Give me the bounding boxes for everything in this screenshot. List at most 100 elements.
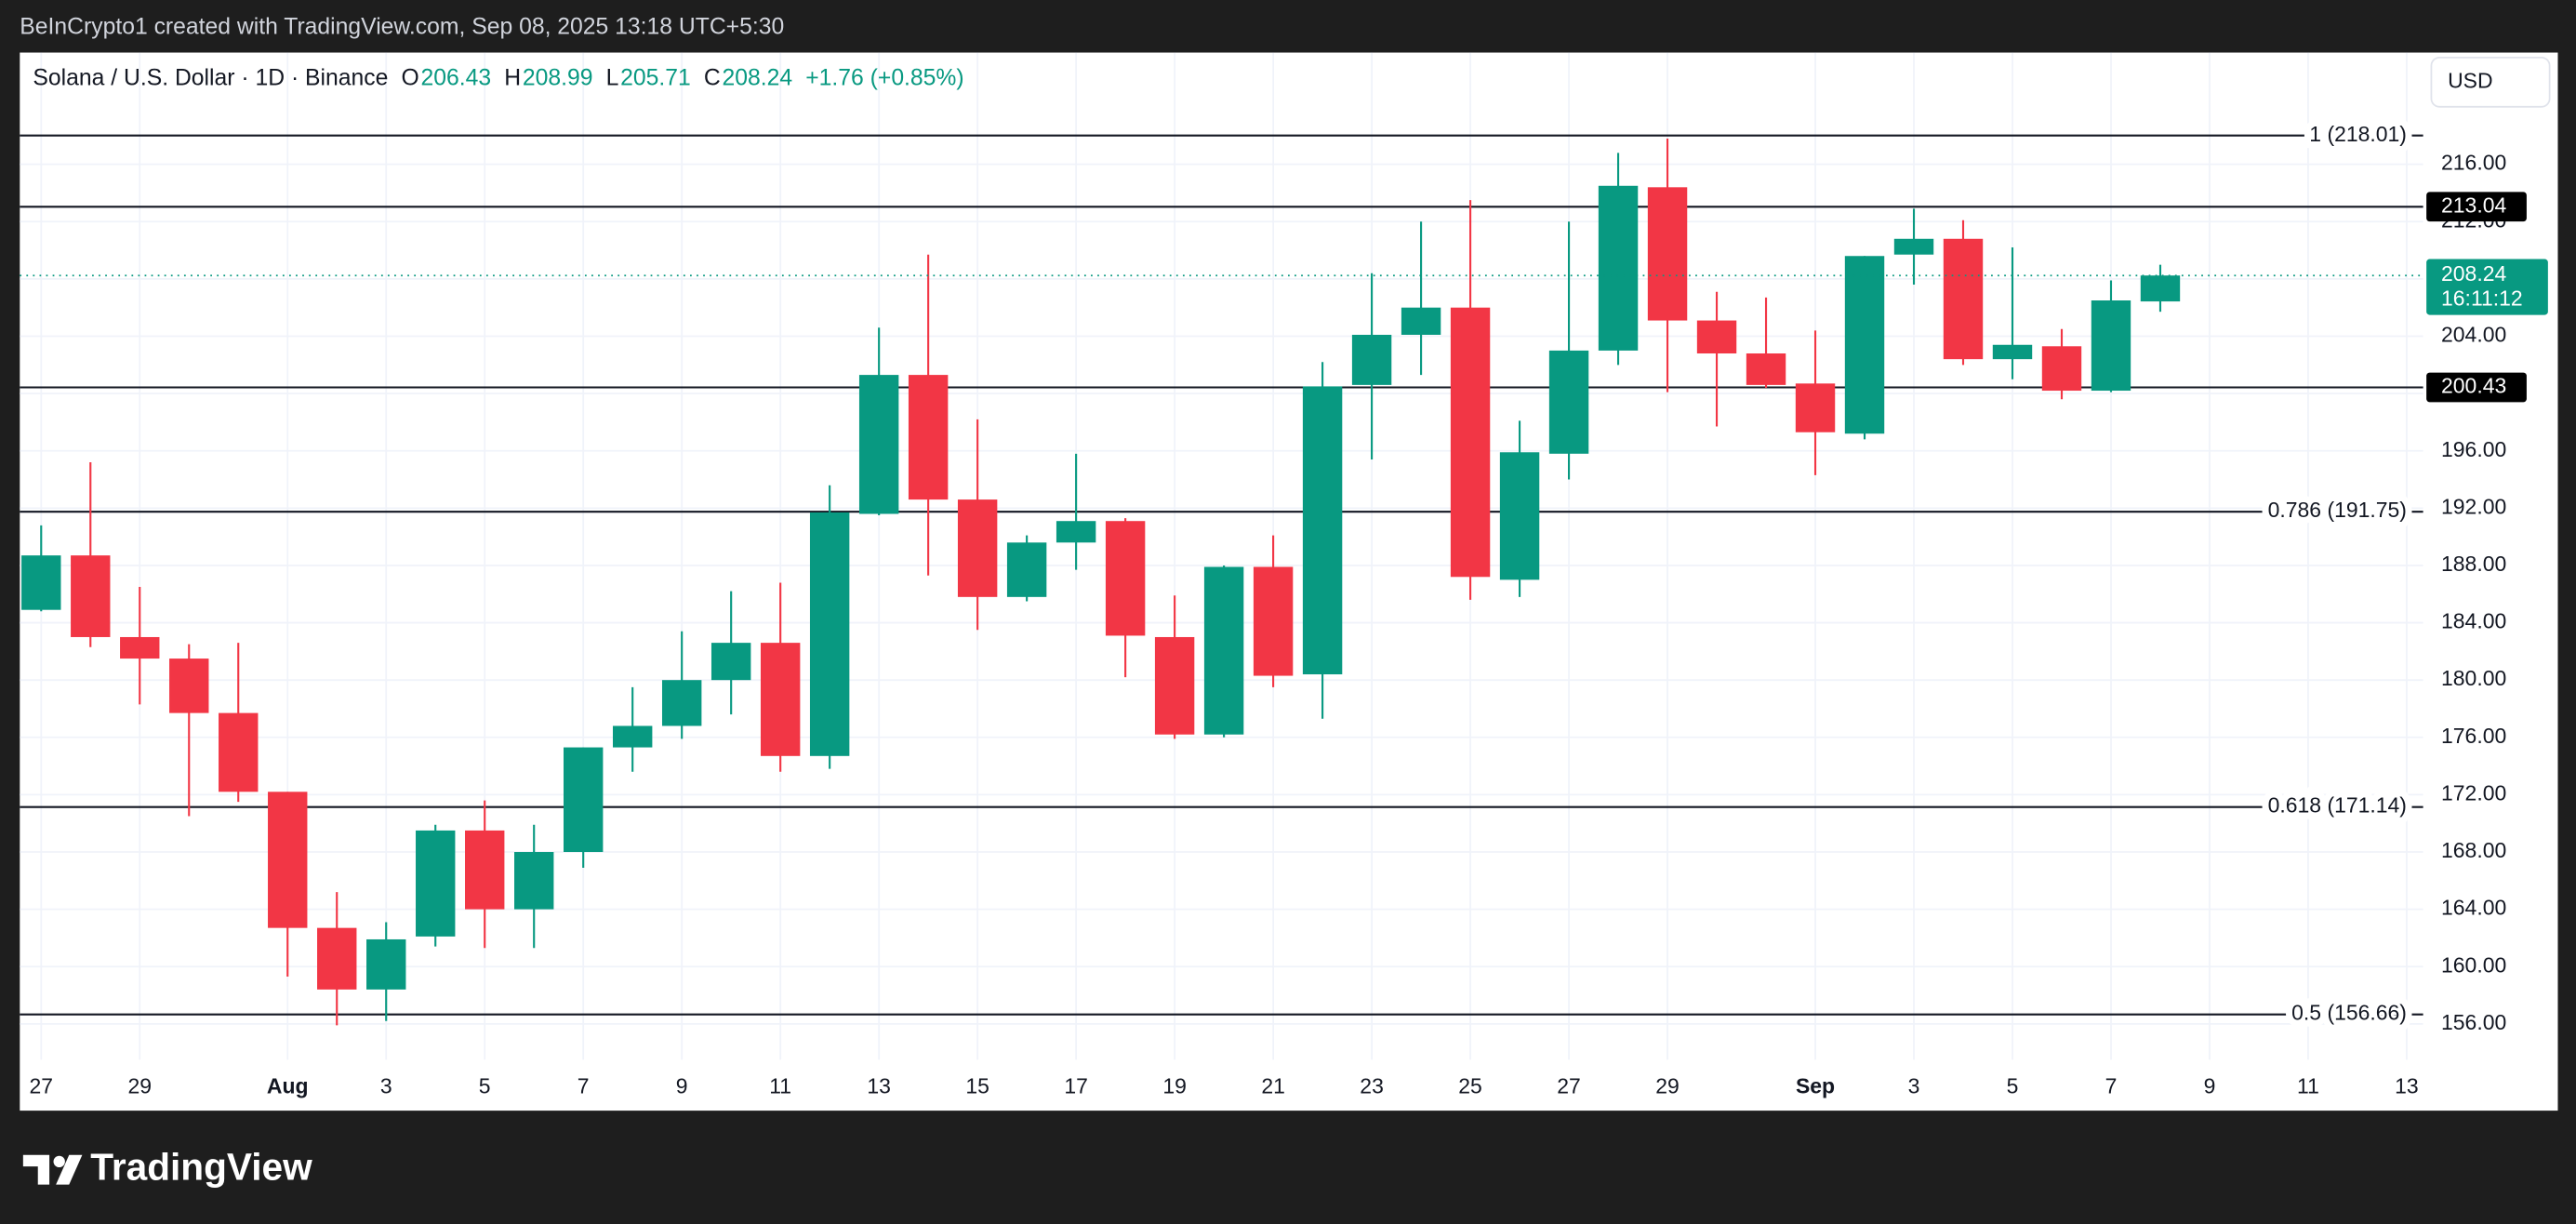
x-tick-label: 27 — [30, 1073, 54, 1098]
candle-body — [661, 680, 702, 726]
x-tick-label: 9 — [676, 1073, 688, 1098]
candle-body — [2091, 300, 2131, 392]
candle-body — [957, 499, 998, 597]
candle-body — [908, 375, 949, 500]
x-tick-label: 9 — [2204, 1073, 2216, 1098]
candle-body — [169, 659, 209, 713]
y-tick-label: 216.00 — [2441, 151, 2506, 175]
candle-body — [268, 792, 308, 928]
candle-body — [1006, 542, 1047, 597]
candle-body — [2140, 275, 2181, 302]
x-tick-label: 17 — [1064, 1073, 1088, 1098]
candle-body — [1351, 334, 1392, 385]
candle-body — [1844, 256, 1885, 434]
candle-body — [1893, 238, 1934, 255]
logo-text: TradingView — [90, 1145, 312, 1188]
x-tick-label: 29 — [1655, 1073, 1680, 1098]
candle-body — [1647, 187, 1688, 321]
fib-label: 1 (218.01) — [2309, 122, 2407, 146]
x-tick-label: 27 — [1557, 1073, 1581, 1098]
legend-text: 205.71 — [620, 65, 691, 90]
candle-body — [1943, 238, 1984, 360]
candle-body — [710, 643, 751, 681]
candle-body — [21, 555, 61, 610]
legend-text: 206.43 — [421, 65, 492, 90]
x-tick-label: 19 — [1162, 1073, 1187, 1098]
legend-text: L — [606, 65, 619, 90]
legend-text: C — [704, 65, 721, 90]
legend-text: +1.76 (+0.85%) — [805, 65, 963, 90]
candle-body — [465, 830, 505, 910]
y-tick-label: 204.00 — [2441, 323, 2506, 347]
candle-body — [317, 927, 357, 990]
x-tick-label: 11 — [2297, 1073, 2319, 1098]
key-level-box — [2426, 372, 2527, 403]
legend-text: Solana / U.S. Dollar · 1D · Binance — [33, 65, 388, 90]
x-tick-label: 23 — [1360, 1073, 1384, 1098]
candle-body — [2041, 346, 2082, 392]
candle-body — [1105, 521, 1146, 636]
candle-body — [1203, 566, 1244, 735]
key-level-label: 200.43 — [2441, 374, 2506, 398]
x-tick-label: 13 — [2395, 1073, 2419, 1098]
countdown: 16:11:12 — [2441, 286, 2523, 311]
candle-body — [366, 938, 406, 990]
x-tick-label: 7 — [578, 1073, 590, 1098]
y-tick-label: 188.00 — [2441, 552, 2506, 576]
y-tick-label: 160.00 — [2441, 952, 2506, 977]
candle-body — [514, 852, 554, 910]
candle-body — [1992, 344, 2033, 360]
candle-body — [858, 375, 899, 514]
y-tick-label: 184.00 — [2441, 609, 2506, 633]
y-tick-label: 196.00 — [2441, 437, 2506, 461]
candle-body — [612, 725, 653, 748]
x-tick-label: Aug — [267, 1073, 309, 1098]
legend-text: H — [504, 65, 521, 90]
candle-body — [1253, 566, 1294, 676]
key-level-label: 213.04 — [2441, 193, 2506, 217]
x-tick-label: 15 — [965, 1073, 989, 1098]
x-tick-label: 7 — [2105, 1073, 2118, 1098]
fib-label: 0.5 (156.66) — [2291, 1001, 2407, 1025]
y-tick-label: 156.00 — [2441, 1010, 2506, 1034]
legend-text: O — [402, 65, 419, 90]
y-tick-label: 172.00 — [2441, 780, 2506, 805]
candle-body — [416, 830, 456, 937]
candle-body — [1401, 307, 1441, 335]
fib-label: 0.618 (171.14) — [2268, 793, 2407, 818]
candle-body — [1598, 185, 1639, 351]
candle-body — [120, 636, 160, 659]
candle-body — [1499, 452, 1540, 580]
last-price-label: 208.24 — [2441, 261, 2506, 286]
candle-body — [760, 643, 801, 756]
x-tick-label: Sep — [1796, 1073, 1835, 1098]
candle-body — [1696, 320, 1737, 353]
candle-body — [1450, 307, 1491, 578]
y-tick-label: 180.00 — [2441, 666, 2506, 690]
x-tick-label: 13 — [867, 1073, 891, 1098]
currency: USD — [2448, 68, 2492, 92]
currency-button[interactable] — [2430, 56, 2551, 108]
plot — [20, 52, 2423, 1060]
x-tick-label: 3 — [380, 1073, 392, 1098]
legend-text: 208.99 — [523, 65, 593, 90]
x-tick-label: 3 — [1908, 1073, 1920, 1098]
candle-body — [1795, 383, 1836, 432]
key-level-box — [2426, 192, 2527, 222]
x-tick-label: 29 — [127, 1073, 152, 1098]
x-tick-label: 21 — [1261, 1073, 1285, 1098]
candle-body — [1154, 636, 1195, 735]
fib-label: 0.786 (191.75) — [2268, 498, 2407, 522]
y-tick-label: 176.00 — [2441, 724, 2506, 748]
x-tick-label: 5 — [479, 1073, 491, 1098]
x-tick-label: 5 — [2007, 1073, 2019, 1098]
credit: BeInCrypto1 created with TradingView.com… — [20, 15, 784, 40]
y-tick-label: 168.00 — [2441, 838, 2506, 862]
candle-body — [563, 747, 604, 853]
candle-body — [71, 555, 111, 637]
y-tick-label: 192.00 — [2441, 494, 2506, 518]
x-tick-label: 25 — [1458, 1073, 1482, 1098]
y-tick-label: 164.00 — [2441, 896, 2506, 920]
logo-icon — [22, 1154, 83, 1185]
